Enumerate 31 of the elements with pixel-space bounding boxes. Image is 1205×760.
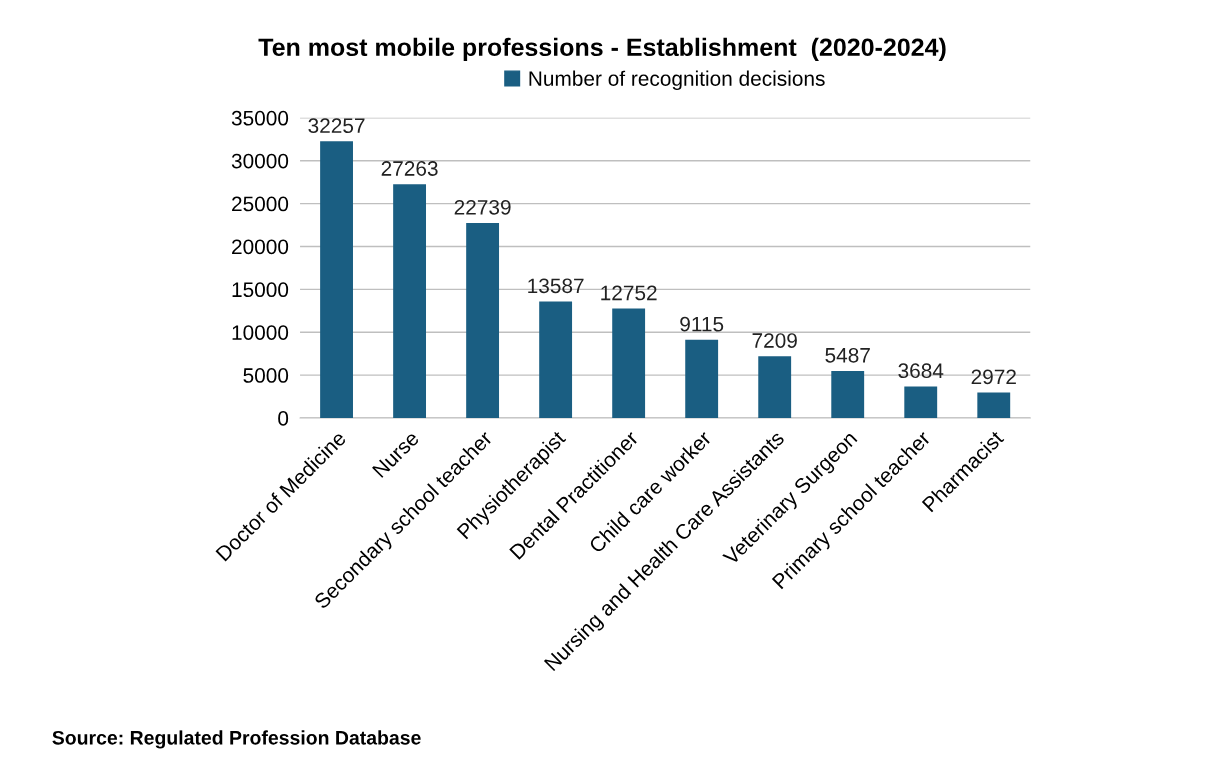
- source-note: Source: Regulated Profession Database: [52, 730, 421, 749]
- bar: [685, 339, 719, 418]
- y-tick-label: 5000: [243, 368, 289, 383]
- legend-label: Number of recognition decisions: [529, 70, 825, 91]
- y-tick-label: 25000: [232, 196, 289, 212]
- y-tick-label: 0: [278, 411, 289, 426]
- data-label: 12752: [601, 285, 657, 301]
- y-tick-label: 10000: [232, 325, 289, 340]
- data-label: 32257: [308, 118, 365, 134]
- data-label: 9115: [680, 316, 724, 332]
- bar: [612, 308, 646, 418]
- bar: [977, 392, 1011, 418]
- bar: [466, 222, 500, 418]
- data-label: 7209: [752, 333, 797, 348]
- bar: [904, 386, 938, 418]
- y-tick-label: 30000: [231, 153, 289, 169]
- bar: [539, 301, 573, 418]
- data-label: 2972: [971, 369, 1016, 385]
- chart-title: Ten most mobile professions - Establishment (2020-2024): [258, 37, 946, 62]
- data-label: 5487: [825, 347, 870, 363]
- data-label: 3684: [898, 363, 944, 379]
- bar: [831, 370, 865, 418]
- y-tick-label: 35000: [231, 110, 289, 126]
- y-tick-label: 20000: [232, 239, 289, 255]
- bar: [758, 356, 792, 418]
- data-label: 22739: [454, 199, 511, 215]
- data-label: 27263: [381, 161, 438, 176]
- bar: [320, 141, 353, 418]
- bar: [393, 184, 427, 418]
- y-tick-label: 15000: [232, 282, 289, 298]
- data-label: 13587: [528, 278, 584, 294]
